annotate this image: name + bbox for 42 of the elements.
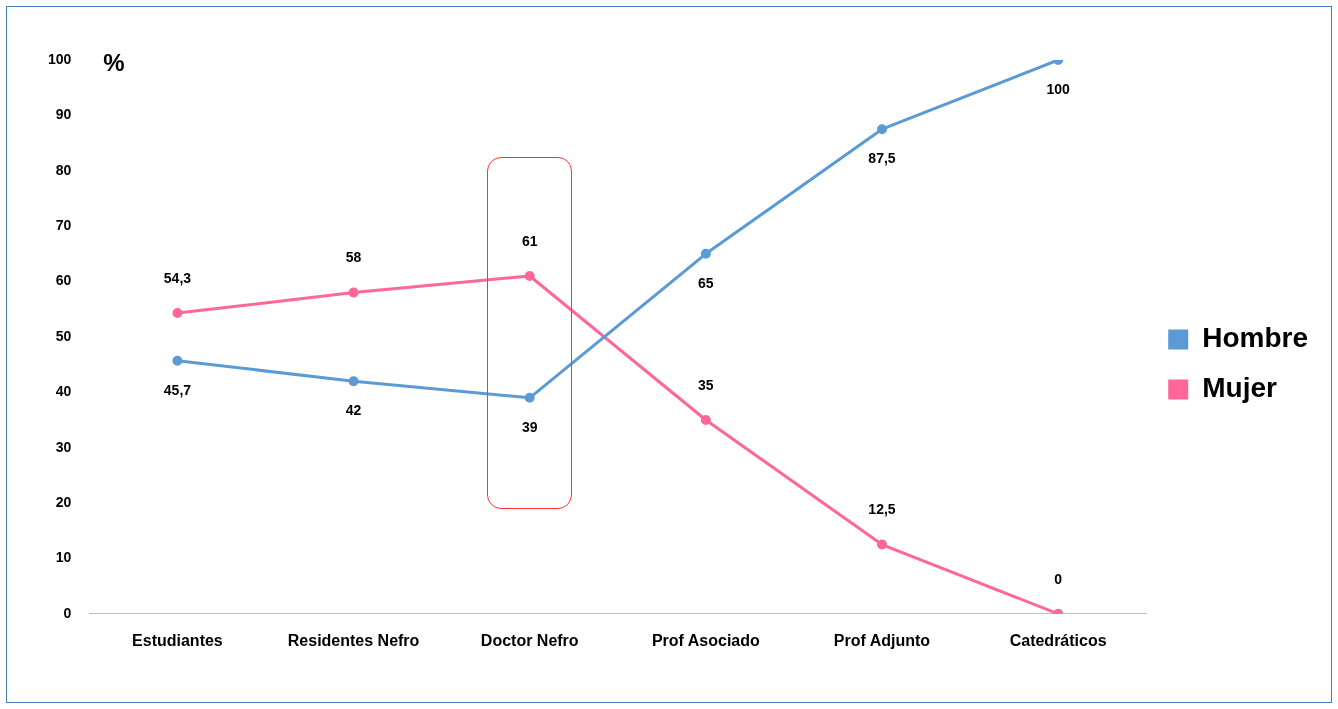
data-label: 0	[1054, 570, 1063, 587]
data-label: 35	[698, 376, 714, 393]
x-tick-label: Residentes Nefro	[287, 631, 420, 649]
point	[348, 376, 359, 387]
point	[524, 270, 535, 281]
x-tick-label: Prof Asociado	[651, 631, 761, 649]
data-label: 45,7	[163, 381, 192, 398]
data-label: 39	[521, 418, 538, 435]
y-axis-title: %	[103, 48, 125, 76]
data-label: 100	[1046, 80, 1071, 97]
data-label: 87,5	[868, 150, 896, 167]
y-tick-label: 10	[55, 549, 72, 566]
point	[700, 414, 711, 425]
legend-label: Hombre	[1202, 322, 1308, 354]
y-tick-label: 90	[55, 106, 72, 123]
y-tick-label: 40	[55, 383, 72, 400]
y-tick-label: 50	[55, 327, 72, 344]
y-tick-label: 80	[55, 161, 72, 178]
point	[524, 392, 535, 403]
y-tick-label: 20	[55, 493, 72, 510]
point	[877, 124, 887, 135]
data-label: 61	[521, 232, 538, 249]
data-label: 54,3	[163, 269, 192, 286]
point	[700, 248, 711, 259]
y-tick-label: 60	[55, 272, 72, 289]
x-tick-label: Doctor Nefro	[480, 631, 579, 649]
point	[348, 287, 359, 298]
legend-label: Mujer	[1202, 372, 1277, 404]
x-tick-label: Prof Adjunto	[833, 631, 931, 649]
point	[877, 539, 887, 550]
data-label: 12,5	[868, 501, 896, 518]
y-tick-label: 70	[55, 217, 72, 233]
y-tick-label: 0	[63, 604, 72, 621]
y-tick-label: 30	[55, 438, 72, 455]
x-tick-label: Catedráticos	[1009, 631, 1107, 649]
y-tick-label: 100	[48, 50, 72, 67]
point	[172, 308, 183, 319]
data-label: 42	[345, 402, 362, 419]
point	[172, 355, 183, 366]
data-label: 65	[698, 274, 714, 291]
data-label: 58	[345, 249, 362, 266]
x-tick-label: Estudiantes	[132, 631, 223, 649]
